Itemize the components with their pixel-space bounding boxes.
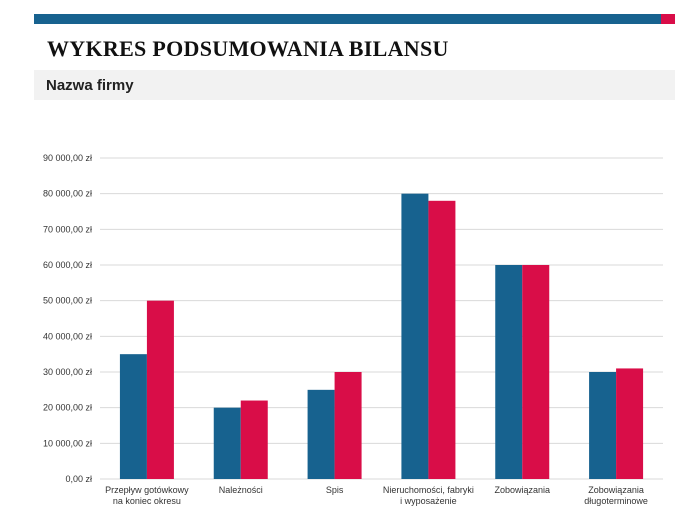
bar-series1-4 xyxy=(495,265,523,479)
y-tick-label: 50 000,00 zł xyxy=(43,296,92,306)
bar-series1-0 xyxy=(119,354,147,479)
y-tick-label: 80 000,00 zł xyxy=(43,189,92,199)
y-tick-label: 30 000,00 zł xyxy=(43,367,92,377)
bar-series1-2 xyxy=(307,389,335,479)
bar-series2-2 xyxy=(334,372,362,479)
top-accent-bar xyxy=(34,14,675,24)
x-tick-label: Należności xyxy=(219,485,263,495)
y-tick-label: 0,00 zł xyxy=(65,474,92,484)
y-tick-label: 40 000,00 zł xyxy=(43,331,92,341)
x-tick-label: Nieruchomości, fabryki i wyposażenie xyxy=(383,485,474,506)
y-tick-label: 10 000,00 zł xyxy=(43,438,92,448)
x-tick-label: Zobowiązania xyxy=(494,485,550,495)
top-accent-blue xyxy=(34,14,661,24)
bar-series2-1 xyxy=(240,400,268,479)
x-tick-label: Spis xyxy=(326,485,344,495)
bar-series2-5 xyxy=(616,368,644,479)
bar-series2-0 xyxy=(146,300,174,479)
y-tick-label: 90 000,00 zł xyxy=(43,153,92,163)
y-tick-label: 20 000,00 zł xyxy=(43,403,92,413)
company-name: Nazwa firmy xyxy=(46,77,134,94)
bar-series2-4 xyxy=(522,265,550,479)
y-tick-label: 70 000,00 zł xyxy=(43,224,92,234)
bar-series1-3 xyxy=(401,193,429,479)
x-tick-label: Zobowiązania długoterminowe xyxy=(584,485,648,506)
bar-series1-5 xyxy=(589,372,617,479)
bar-series2-3 xyxy=(428,200,456,480)
top-accent-red xyxy=(661,14,675,24)
y-tick-label: 60 000,00 zł xyxy=(43,260,92,270)
company-name-band: Nazwa firmy xyxy=(34,70,675,100)
page-title: WYKRES PODSUMOWANIA BILANSU xyxy=(47,36,449,61)
x-tick-label: Przepływ gotówkowy na koniec okresu xyxy=(105,485,189,506)
bar-series1-1 xyxy=(213,407,241,479)
